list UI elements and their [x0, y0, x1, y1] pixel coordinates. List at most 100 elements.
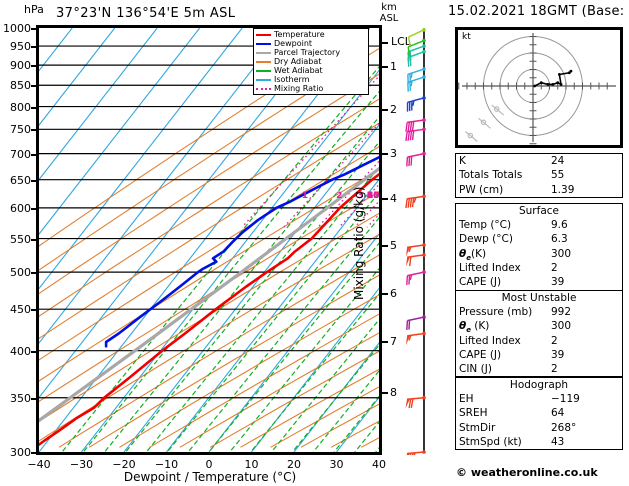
info-row: Lifted Index 2 — [456, 261, 622, 275]
pressure-tick-label: 850 — [10, 79, 31, 93]
skewt-plot-area: 1 2 3 4 5 8 10 15 20 25 — [36, 25, 382, 455]
legend-item-label: Dewpoint — [274, 38, 313, 48]
info-row: θe (K) 300 — [456, 319, 622, 335]
mixing-ratio-label: 1 — [301, 191, 308, 202]
temperature-tick-label: 40 — [372, 458, 386, 471]
mixing-ratio-label: 5 — [367, 191, 374, 202]
wind-barb — [406, 270, 426, 286]
info-row-label: SREH — [459, 407, 488, 420]
info-row-label: PW (cm) — [459, 183, 504, 196]
height-tick-label: 4 — [390, 192, 397, 206]
info-row: K 24 — [456, 154, 622, 168]
pressure-tick — [31, 153, 36, 156]
info-row: StmSpd (kt) 43 — [456, 435, 622, 449]
height-axis-unit-line2: ASL — [379, 13, 399, 24]
height-tick — [382, 341, 388, 344]
info-row: CAPE (J) 39 — [456, 348, 622, 362]
wind-barb — [406, 151, 426, 167]
mixing-ratio-label: 10 — [367, 191, 380, 202]
info-row-label: Dewp (°C) — [459, 233, 513, 246]
height-tick-label: 5 — [390, 238, 397, 252]
temperature-tick-label: −30 — [69, 458, 94, 471]
height-tick-label: 3 — [390, 147, 397, 161]
info-row-value: 268° — [551, 421, 577, 434]
temperature-tick-label: −20 — [112, 458, 136, 471]
legend-color-swatch — [256, 33, 271, 36]
info-row-value: 55 — [551, 169, 565, 182]
legend-item: Isotherm — [256, 75, 366, 84]
pressure-tick — [31, 85, 36, 88]
info-row-value: 9.6 — [551, 219, 568, 231]
info-row-label: CIN (J) — [459, 363, 492, 376]
theta-e-symbol: θe — [459, 320, 471, 335]
legend-color-swatch — [256, 87, 271, 90]
pressure-tick — [31, 238, 36, 241]
mixing-ratio-label: 8 — [367, 191, 374, 202]
wind-barb — [405, 127, 426, 142]
legend-item: Mixing Ratio — [256, 84, 366, 93]
info-row: θe(K) 300 — [456, 247, 622, 262]
legend-item-label: Temperature — [274, 29, 325, 39]
info-row-value: 39 — [551, 276, 565, 289]
pressure-tick-label: 450 — [10, 303, 31, 317]
info-row: Temp (°C) 9.6 — [456, 218, 622, 232]
legend-color-swatch — [256, 51, 271, 54]
pressure-tick — [31, 129, 36, 132]
pressure-tick-label: 600 — [10, 201, 31, 215]
height-axis-unit-line1: km — [381, 2, 397, 13]
height-tick-label: 7 — [390, 335, 397, 349]
legend-item: Dewpoint — [256, 39, 366, 48]
wind-barb — [405, 253, 426, 267]
height-tick-label: 2 — [390, 102, 397, 116]
pressure-tick — [31, 28, 36, 30]
pressure-tick-label: 350 — [10, 391, 31, 405]
mixing-ratio-label: 15 — [367, 191, 380, 202]
info-row-label: StmSpd (kt) — [459, 435, 522, 448]
wind-barb — [405, 450, 426, 463]
info-row-label: Pressure (mb) — [459, 306, 533, 318]
wind-barb — [406, 315, 426, 331]
mixing-ratio-axis-title: Mixing Ratio (g/kg) — [352, 186, 366, 300]
wind-barb-svg — [405, 27, 426, 463]
temperature-tick-label: 30 — [329, 458, 344, 471]
info-row-label: CAPE (J) — [459, 348, 502, 361]
wind-barb — [405, 118, 426, 132]
pressure-tick-label: 550 — [10, 232, 31, 246]
pressure-axis-unit-label: hPa — [24, 3, 44, 16]
legend-item: Parcel Trajectory — [256, 48, 366, 57]
pressure-tick-label: 1000 — [3, 22, 31, 35]
pressure-tick-label: 650 — [10, 173, 31, 187]
height-tick — [382, 391, 388, 394]
info-row-label: K — [459, 155, 466, 167]
wind-barb — [407, 38, 426, 57]
legend-item: Dry Adiabat — [256, 57, 366, 66]
legend-color-swatch — [256, 78, 271, 81]
wind-barb — [407, 27, 426, 47]
height-tick-label: 1 — [390, 59, 397, 73]
info-row-label: Temp (°C) — [459, 219, 512, 231]
info-row: Dewp (°C) 6.3 — [456, 232, 622, 246]
pressure-tick — [31, 106, 36, 109]
info-row-value: 64 — [551, 407, 565, 420]
x-axis-title: Dewpoint / Temperature (°C) — [123, 470, 297, 484]
pressure-tick-label: 950 — [10, 40, 31, 54]
hodograph-svg — [458, 11, 616, 161]
info-row-label: θe (K) — [459, 320, 490, 335]
temperature-tick-label: −10 — [154, 458, 179, 471]
pressure-tick — [31, 65, 36, 68]
pressure-tick-label: 800 — [10, 100, 31, 114]
chart-title: 15.02.2021 18GMT (Base: 12) — [448, 4, 629, 19]
info-row-label: Lifted Index — [459, 334, 521, 347]
pressure-tick-label: 400 — [10, 344, 31, 358]
info-row-value: 6.3 — [551, 233, 568, 246]
info-row-value: 992 — [551, 306, 572, 318]
info-row: StmDir 268° — [456, 421, 622, 435]
height-tick — [382, 65, 388, 68]
wind-barb — [405, 331, 426, 346]
legend-item-label: Wet Adiabat — [274, 65, 323, 75]
pressure-tick — [31, 452, 36, 454]
info-row-label: θe(K) — [459, 247, 487, 262]
credit-footer: © weatheronline.co.uk — [456, 466, 598, 479]
legend-item-label: Parcel Trajectory — [274, 47, 341, 57]
info-row-value: 1.39 — [551, 183, 575, 196]
